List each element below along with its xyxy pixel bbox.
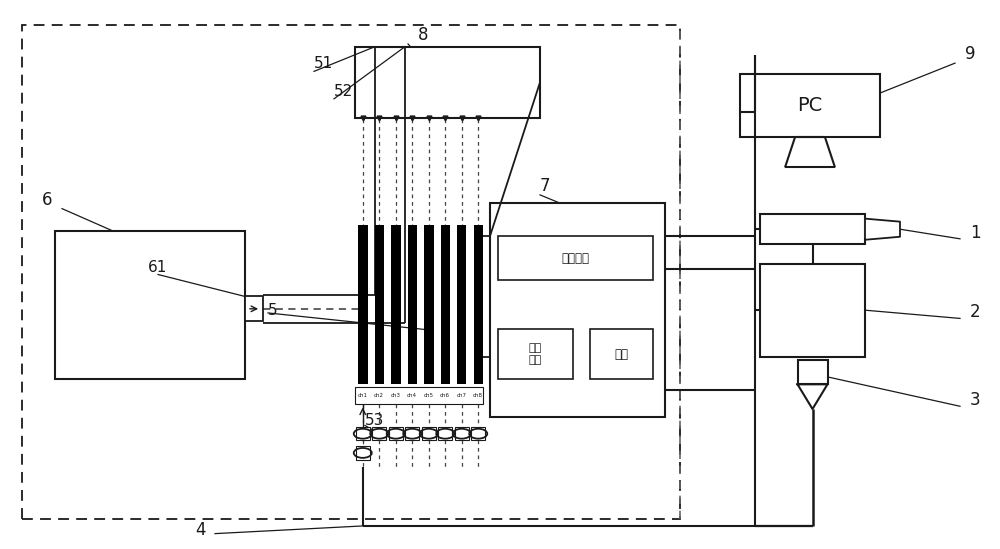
Text: ch7: ch7 (457, 393, 467, 398)
Text: ch4: ch4 (407, 393, 417, 398)
Bar (389, 427, 403, 440)
Bar (471, 427, 485, 440)
Polygon shape (798, 384, 828, 409)
Text: 8: 8 (418, 26, 428, 44)
Bar (391, 225, 400, 384)
Bar (408, 225, 417, 384)
Text: 牛角插座: 牛角插座 (562, 251, 590, 265)
Text: 6: 6 (42, 191, 52, 209)
Bar (438, 427, 452, 440)
Bar (440, 225, 450, 384)
Bar (498, 329, 573, 379)
Bar (457, 225, 466, 384)
Text: 1: 1 (970, 223, 981, 242)
Text: 61: 61 (148, 260, 167, 274)
Text: 9: 9 (965, 45, 976, 63)
Text: 5: 5 (268, 304, 278, 318)
Text: 53: 53 (365, 413, 384, 428)
Bar (372, 427, 386, 440)
Bar (474, 225, 483, 384)
Bar (55, 231, 245, 379)
Text: ch5: ch5 (424, 393, 434, 398)
Text: ch2: ch2 (374, 393, 384, 398)
Text: 电源
接口: 电源 接口 (529, 343, 542, 365)
Text: 3: 3 (970, 391, 981, 409)
Text: ch6: ch6 (440, 393, 450, 398)
Bar (590, 329, 653, 379)
Bar (760, 214, 865, 244)
Text: 2: 2 (970, 303, 981, 321)
Bar (358, 225, 368, 384)
Bar (245, 296, 263, 321)
Bar (356, 446, 370, 460)
Text: PC: PC (797, 96, 823, 115)
Bar (422, 427, 436, 440)
Bar (424, 225, 434, 384)
Text: ch1: ch1 (358, 393, 368, 398)
Text: 串口: 串口 (614, 348, 628, 361)
Bar (405, 427, 419, 440)
Bar (455, 427, 469, 440)
Text: 4: 4 (195, 521, 206, 539)
Bar (355, 387, 483, 404)
Text: ch8: ch8 (473, 393, 483, 398)
Bar (355, 47, 540, 118)
Polygon shape (865, 219, 900, 240)
Bar (490, 203, 665, 417)
Bar (498, 236, 653, 280)
Bar (356, 427, 370, 440)
Text: 7: 7 (540, 177, 550, 195)
Text: ch3: ch3 (391, 393, 401, 398)
Bar (22, 25, 680, 519)
Bar (798, 360, 828, 384)
Text: 51: 51 (314, 57, 333, 71)
Bar (374, 225, 384, 384)
Text: 52: 52 (334, 84, 353, 99)
Bar (740, 74, 880, 137)
Bar (760, 264, 865, 357)
